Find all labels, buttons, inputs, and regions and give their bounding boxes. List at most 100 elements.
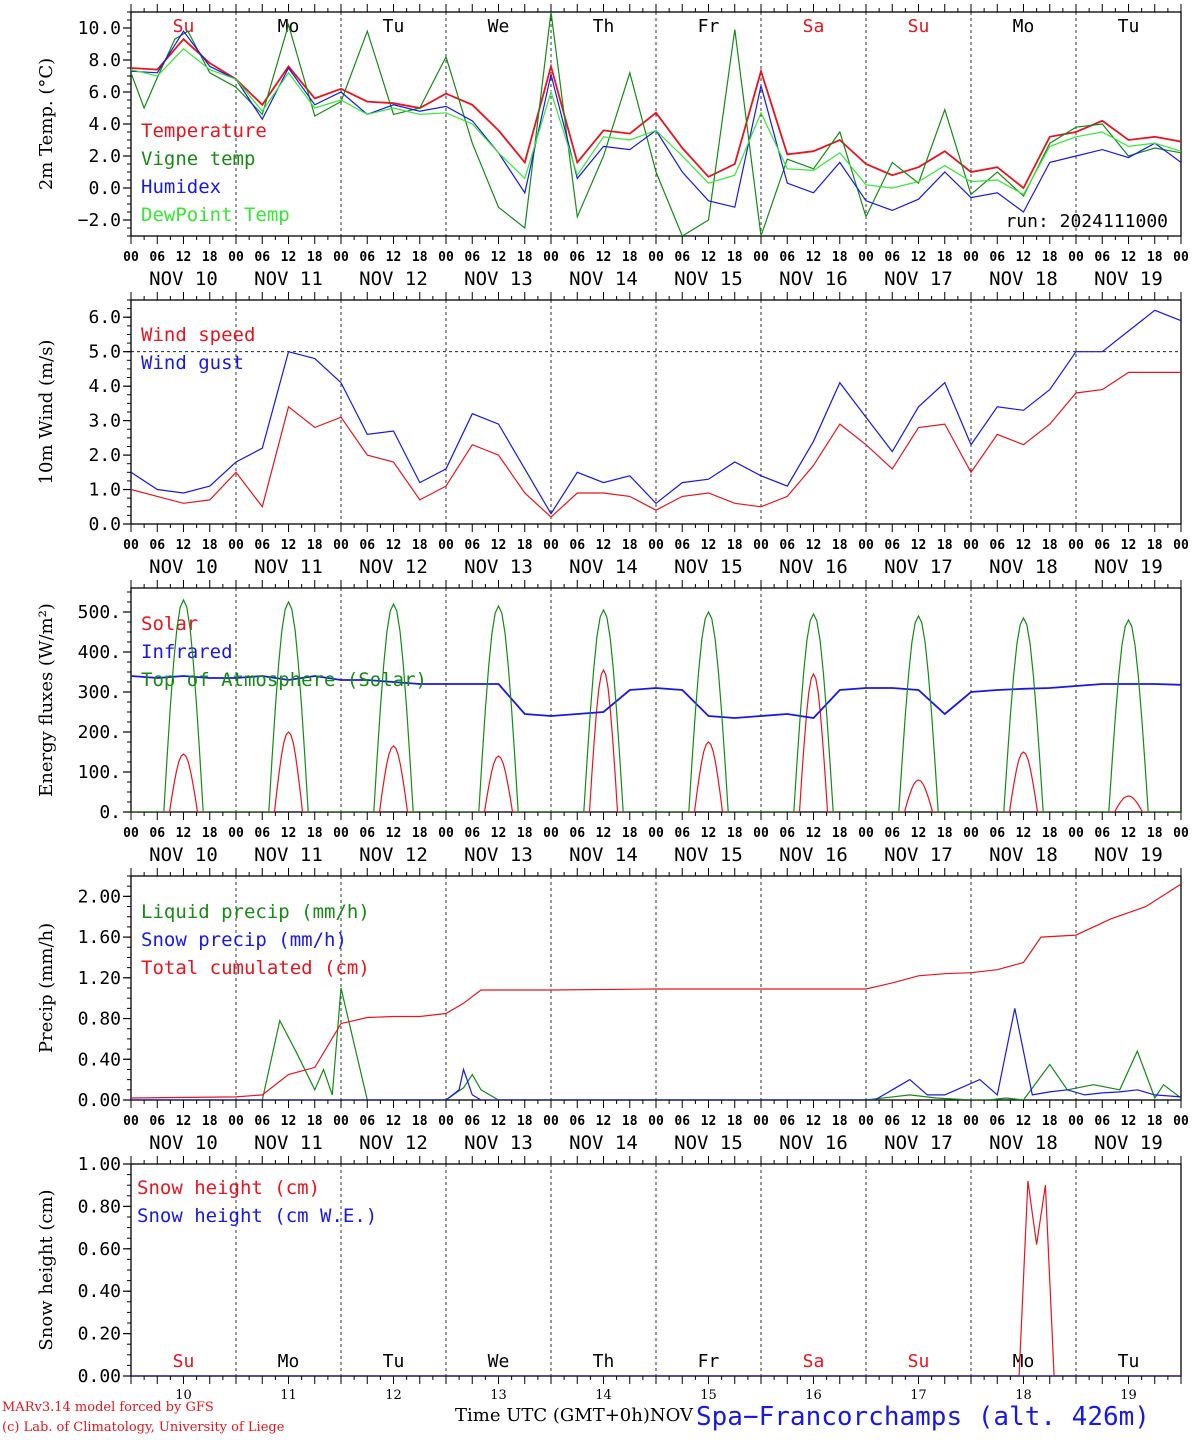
x-date-label: NOV 10	[149, 556, 218, 578]
x-hour-label: 06	[149, 826, 165, 841]
x-hour-label: 18	[622, 250, 638, 265]
x-date-label: NOV 17	[884, 1132, 953, 1154]
weekday-label: Fr	[698, 16, 720, 37]
weekday-label: Su	[908, 16, 930, 37]
x-hour-label: 18	[517, 1114, 533, 1129]
x-date-label: NOV 18	[989, 1132, 1058, 1154]
panel-5: 0.00 0.20 0.40 0.60 0.80 1.00 Snow height (cm)…	[36, 1154, 1182, 1403]
weekday-label: Mo	[1013, 1351, 1035, 1372]
x-hour-label: 18	[727, 826, 743, 841]
y-tick-label: 100.	[78, 762, 121, 783]
x-hour-label: 00	[753, 250, 769, 265]
x-hour-label: 00	[963, 250, 979, 265]
x-hour-label: 18	[1042, 538, 1058, 553]
x-date-label: NOV 14	[569, 844, 638, 866]
x-hour-label: 00	[228, 538, 244, 553]
x-hour-label: 18	[622, 538, 638, 553]
weekday-label: Su	[173, 16, 195, 37]
x-hour-label: 06	[464, 826, 480, 841]
weekday-label: Su	[908, 1351, 930, 1372]
x-hour-label: 06	[569, 1114, 585, 1129]
x-hour-label: 18	[517, 826, 533, 841]
x-hour-label: 18	[517, 250, 533, 265]
weekday-label: Sa	[803, 1351, 825, 1372]
weekday-label: We	[488, 16, 510, 37]
weekday-label: Th	[593, 1351, 615, 1372]
x-hour-label: 12	[281, 826, 297, 841]
x-hour-label: 18	[1042, 250, 1058, 265]
plot-frame	[130, 299, 1182, 525]
y-tick-label: 500.	[78, 602, 121, 623]
x-hour-label: 00	[963, 1114, 979, 1129]
x-hour-label: 12	[176, 250, 192, 265]
y-tick-label: 2.0	[88, 445, 121, 466]
x-hour-label: 00	[1173, 826, 1189, 841]
weekday-label: Su	[173, 1351, 195, 1372]
x-hour-label: 12	[911, 1114, 927, 1129]
x-hour-label: 00	[228, 1114, 244, 1129]
x-date-label: NOV 16	[779, 268, 848, 290]
x-date-label: NOV 18	[989, 556, 1058, 578]
x-hour-label: 12	[176, 1114, 192, 1129]
x-hour-label: 00	[858, 538, 874, 553]
x-hour-label: 00	[648, 1114, 664, 1129]
x-hour-label: 06	[1094, 826, 1110, 841]
x-hour-label: 00	[1068, 538, 1084, 553]
x-hour-label: 18	[1147, 826, 1163, 841]
x-hour-label: 00	[1173, 538, 1189, 553]
x-hour-label: 12	[176, 826, 192, 841]
series-line-2	[131, 883, 1181, 1099]
x-hour-label: 12	[701, 1114, 717, 1129]
x-hour-label: 06	[464, 250, 480, 265]
x-hour-label: 06	[464, 1114, 480, 1129]
x-hour-label: 00	[1173, 1114, 1189, 1129]
x-hour-label: 06	[149, 250, 165, 265]
x-hour-label: 18	[937, 826, 953, 841]
x-hour-label: 12	[1016, 1114, 1032, 1129]
y-tick-label: 0.00	[78, 1366, 121, 1387]
x-date-label: NOV 16	[779, 556, 848, 578]
x-hour-label: 12	[596, 826, 612, 841]
x-date-label: NOV 10	[149, 1132, 218, 1154]
y-tick-label: 1.00	[78, 1154, 121, 1175]
y-tick-label: 0.60	[78, 1239, 121, 1260]
x-date-label: NOV 19	[1094, 1132, 1163, 1154]
x-hour-label: 18	[412, 250, 428, 265]
x-date-label: NOV 14	[569, 1132, 638, 1154]
x-hour-label: 06	[569, 826, 585, 841]
x-date-label: NOV 11	[254, 1132, 323, 1154]
y-axis-label: Energy fluxes (W/m²)	[36, 603, 57, 797]
x-hour-label: 06	[989, 1114, 1005, 1129]
y-axis-label: Precip (mm/h)	[36, 923, 57, 1053]
weekday-label: Fr	[698, 1351, 720, 1372]
x-hour-label: 00	[333, 250, 349, 265]
x-hour-label: 18	[307, 1114, 323, 1129]
y-tick-label: 6.0	[88, 307, 121, 328]
day-number-label: 14	[595, 1388, 612, 1403]
y-tick-label: 0.40	[78, 1281, 121, 1302]
x-hour-label: 18	[412, 826, 428, 841]
x-date-label: NOV 16	[779, 844, 848, 866]
x-date-label: NOV 13	[464, 844, 533, 866]
x-hour-label: 18	[412, 1114, 428, 1129]
y-tick-label: 300.	[78, 682, 121, 703]
x-hour-label: 06	[884, 826, 900, 841]
y-tick-label: 400.	[78, 642, 121, 663]
run-label: run: 2024111000	[1005, 211, 1168, 232]
x-date-label: NOV 11	[254, 556, 323, 578]
x-hour-label: 00	[1068, 1114, 1084, 1129]
series-line-0	[131, 668, 1181, 812]
legend-entry: Temperature	[141, 120, 267, 142]
y-axis-label: 10m Wind (m/s)	[36, 340, 57, 485]
x-hour-label: 00	[858, 250, 874, 265]
panel-3: 0. 100. 200. 300. 400. 500. Energy fluxes (W/m…	[36, 580, 1189, 866]
x-hour-label: 00	[438, 538, 454, 553]
station-label: Spa−Francorchamps (alt. 426m)	[696, 1402, 1150, 1432]
x-hour-label: 18	[1147, 538, 1163, 553]
x-hour-label: 12	[806, 826, 822, 841]
x-date-label: NOV 13	[464, 556, 533, 578]
x-hour-label: 12	[281, 1114, 297, 1129]
x-date-label: NOV 12	[359, 844, 428, 866]
x-hour-label: 18	[727, 1114, 743, 1129]
x-hour-label: 06	[1094, 250, 1110, 265]
